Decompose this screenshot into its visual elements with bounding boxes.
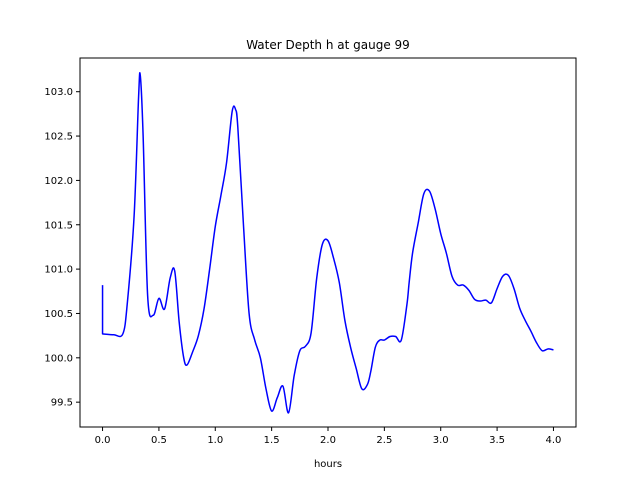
- y-tick-label: 101.5: [44, 220, 73, 231]
- y-tick-label: 99.5: [51, 398, 73, 409]
- x-axis-label: hours: [314, 459, 342, 470]
- x-tick-label: 3.0: [433, 435, 449, 446]
- y-tick-label: 101.0: [44, 265, 73, 276]
- x-tick-label: 1.5: [264, 435, 280, 446]
- x-tick-label: 3.5: [489, 435, 505, 446]
- x-tick-label: 0.0: [95, 435, 111, 446]
- y-tick-label: 100.0: [44, 353, 73, 364]
- y-tick-label: 102.0: [44, 176, 73, 187]
- x-tick-label: 2.5: [376, 435, 392, 446]
- x-axis: 0.0 0.5 1.0 1.5 2.0 2.5 3.0 3.5 4.0: [95, 427, 562, 446]
- plot-frame: [79, 57, 577, 428]
- chart-title: Water Depth h at gauge 99: [246, 38, 410, 52]
- x-tick-label: 0.5: [151, 435, 167, 446]
- y-axis: 99.5 100.0 100.5 101.0 101.5 102.0 102.5 103.0: [44, 87, 80, 409]
- y-tick-label: 103.0: [44, 87, 73, 98]
- y-tick-label: 102.5: [44, 132, 73, 143]
- y-tick-label: 100.5: [44, 309, 73, 320]
- x-tick-label: 4.0: [546, 435, 562, 446]
- water-depth-series-line: [101, 72, 554, 414]
- x-tick-label: 2.0: [320, 435, 336, 446]
- x-tick-label: 1.0: [207, 435, 223, 446]
